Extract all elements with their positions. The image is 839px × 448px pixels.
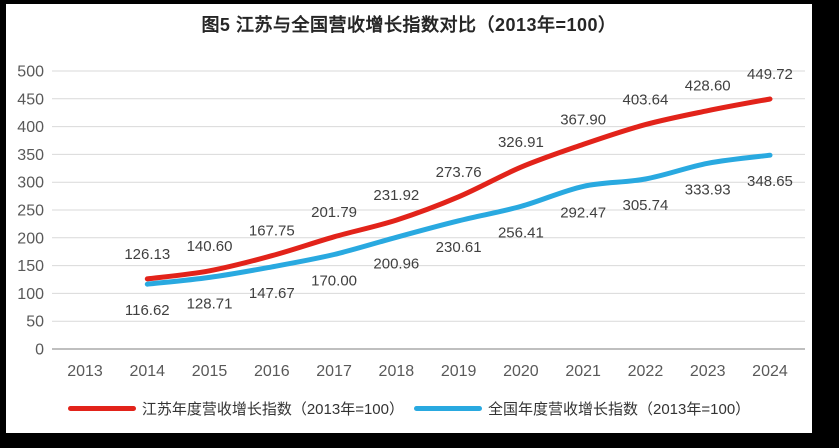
data-label: 292.47 bbox=[560, 204, 606, 221]
data-label: 333.93 bbox=[685, 181, 731, 198]
legend-label-national: 全国年度营收增长指数（2013年=100） bbox=[488, 401, 751, 418]
legend-swatch-national-line-icon bbox=[414, 406, 482, 411]
x-tick-label: 2019 bbox=[441, 363, 477, 380]
y-tick-label: 200 bbox=[17, 230, 44, 247]
y-tick-label: 50 bbox=[26, 314, 44, 331]
y-tick-label: 450 bbox=[17, 91, 44, 108]
data-label: 200.96 bbox=[373, 255, 419, 272]
legend-label-jiangsu: 江苏年度营收增长指数（2013年=100） bbox=[141, 401, 404, 418]
data-label: 305.74 bbox=[622, 197, 668, 214]
data-label: 126.13 bbox=[124, 246, 170, 263]
data-label: 140.60 bbox=[187, 238, 233, 255]
legend-item-jiangsu: 江苏年度营收增长指数（2013年=100） bbox=[67, 398, 404, 419]
data-label: 273.76 bbox=[436, 164, 482, 181]
data-label: 230.61 bbox=[436, 239, 482, 256]
series-line-national bbox=[144, 152, 773, 287]
data-label: 403.64 bbox=[622, 92, 668, 109]
chart-title: 图5 江苏与全国营收增长指数对比（2013年=100） bbox=[201, 15, 617, 35]
y-tick-label: 0 bbox=[35, 342, 44, 359]
x-tick-label: 2022 bbox=[628, 363, 664, 380]
y-tick-label: 400 bbox=[17, 119, 44, 136]
y-tick-label: 300 bbox=[17, 175, 44, 192]
chart-legend: 江苏年度营收增长指数（2013年=100） 全国年度营收增长指数（2013年=1… bbox=[6, 398, 812, 419]
y-tick-label: 100 bbox=[17, 286, 44, 303]
data-label: 256.41 bbox=[498, 224, 544, 241]
data-label: 167.75 bbox=[249, 223, 295, 240]
x-tick-label: 2023 bbox=[690, 363, 726, 380]
x-tick-label: 2015 bbox=[192, 363, 228, 380]
series-line-jiangsu bbox=[144, 96, 773, 282]
x-tick-label: 2016 bbox=[254, 363, 290, 380]
x-tick-label: 2018 bbox=[379, 363, 415, 380]
data-label: 116.62 bbox=[125, 302, 170, 319]
legend-swatch-jiangsu-line-icon bbox=[67, 406, 136, 411]
data-label: 326.91 bbox=[498, 134, 544, 151]
data-label: 231.92 bbox=[373, 187, 419, 204]
data-label: 201.79 bbox=[311, 204, 357, 221]
data-label: 170.00 bbox=[311, 272, 357, 289]
data-label: 367.90 bbox=[560, 111, 606, 128]
data-label: 128.71 bbox=[187, 295, 233, 312]
y-tick-label: 500 bbox=[17, 64, 44, 81]
data-label: 428.60 bbox=[685, 78, 731, 95]
x-tick-label: 2013 bbox=[67, 363, 103, 380]
data-label: 449.72 bbox=[747, 66, 793, 83]
x-tick-label: 2014 bbox=[129, 363, 165, 380]
y-tick-label: 350 bbox=[17, 147, 44, 164]
data-label: 147.67 bbox=[249, 285, 295, 302]
x-tick-label: 2024 bbox=[752, 363, 788, 380]
y-tick-label: 250 bbox=[17, 203, 44, 220]
x-tick-label: 2020 bbox=[503, 363, 539, 380]
data-label: 348.65 bbox=[747, 173, 793, 190]
y-tick-label: 150 bbox=[17, 258, 44, 275]
legend-item-national: 全国年度营收增长指数（2013年=100） bbox=[414, 398, 750, 419]
x-tick-label: 2017 bbox=[316, 363, 352, 380]
x-tick-label: 2021 bbox=[565, 363, 601, 380]
